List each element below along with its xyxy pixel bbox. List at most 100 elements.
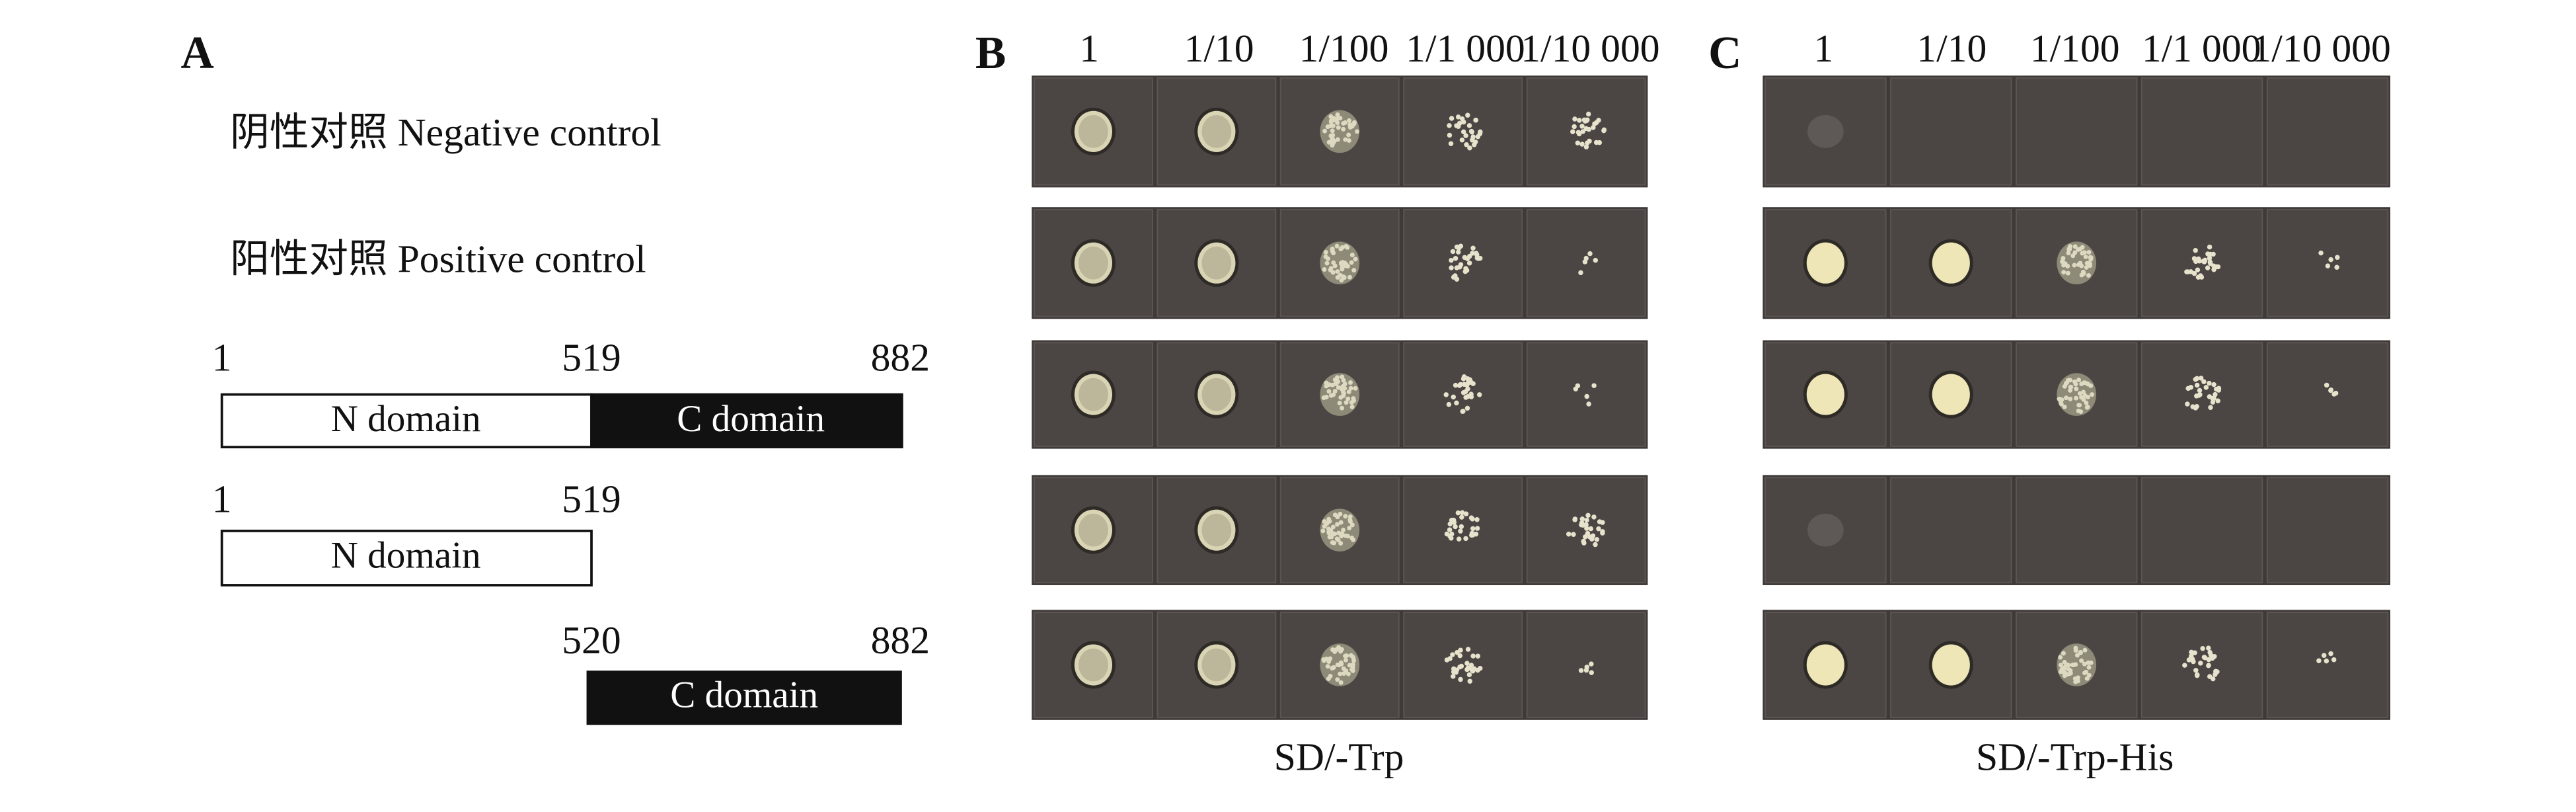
colony <box>1337 401 1342 405</box>
colony <box>1448 141 1454 147</box>
colony <box>1580 522 1586 528</box>
colony <box>1586 401 1591 407</box>
colony <box>2188 656 2193 662</box>
colony <box>1449 116 1455 121</box>
colony <box>2084 264 2089 270</box>
colony <box>2086 250 2092 255</box>
colony <box>1322 519 1327 524</box>
colony <box>1467 145 1472 151</box>
colony <box>1345 396 1351 401</box>
colony <box>1327 534 1332 540</box>
colony <box>1347 663 1352 668</box>
colony <box>2088 263 2093 268</box>
colony <box>2207 380 2212 386</box>
colony <box>2086 660 2091 665</box>
colony <box>2184 269 2189 274</box>
colony <box>1328 656 1333 661</box>
colony <box>1447 656 1453 661</box>
colony <box>1475 653 1481 659</box>
panel-label: C <box>1708 28 1741 79</box>
colony <box>1575 140 1581 145</box>
colony <box>1470 653 1476 659</box>
colony <box>1332 389 1338 394</box>
residue-number: 1 <box>212 336 232 380</box>
colony <box>2216 386 2222 391</box>
colony <box>2207 244 2213 250</box>
colony <box>1463 536 1468 542</box>
colony <box>2068 244 2072 249</box>
yeast-spot <box>1806 374 1844 415</box>
colony <box>2194 382 2200 388</box>
plate-cell <box>1279 208 1400 317</box>
colony <box>2210 399 2216 405</box>
colony <box>2064 395 2069 401</box>
yeast-spot <box>1079 648 1108 682</box>
colony <box>2202 257 2208 263</box>
colony <box>1324 380 1329 386</box>
colony <box>1335 275 1340 280</box>
colony <box>1451 520 1457 525</box>
colony <box>1347 514 1353 519</box>
colony <box>1346 389 1351 395</box>
colony <box>2189 649 2194 655</box>
colony <box>2084 669 2089 674</box>
colony <box>1454 400 1459 406</box>
colony <box>1583 126 1589 132</box>
colony <box>2206 663 2211 668</box>
colony <box>2333 390 2339 396</box>
colony <box>2203 385 2209 390</box>
colony <box>1336 530 1342 536</box>
colony <box>1470 138 1475 143</box>
colony <box>1336 125 1341 130</box>
colony <box>1335 269 1340 274</box>
colony <box>1320 528 1326 534</box>
colony <box>1341 274 1346 279</box>
colony <box>1571 532 1576 537</box>
colony <box>1465 376 1470 382</box>
colony <box>2084 400 2089 405</box>
colony <box>2215 398 2220 403</box>
plate-cell <box>1890 477 2012 584</box>
colony <box>1325 664 1330 669</box>
colony <box>2328 257 2333 263</box>
colony <box>2078 261 2083 266</box>
yeast-spot <box>1201 115 1232 148</box>
plate-cell <box>2266 342 2389 447</box>
colony <box>1469 530 1475 536</box>
domain-label: C domain <box>677 398 825 440</box>
colony <box>1335 514 1340 520</box>
colony <box>1329 134 1334 140</box>
colony <box>1328 114 1334 119</box>
colony <box>1322 267 1327 272</box>
colony <box>1450 652 1455 657</box>
colony <box>1460 390 1466 395</box>
colony <box>1338 649 1344 654</box>
colony <box>1454 265 1460 270</box>
colony <box>2213 391 2218 397</box>
colony <box>2057 396 2062 401</box>
colony <box>1331 665 1336 670</box>
colony <box>1593 120 1599 126</box>
yeast-spot <box>1201 648 1232 682</box>
colony <box>2068 384 2073 389</box>
colony <box>2194 393 2199 399</box>
colony <box>2088 255 2094 261</box>
colony <box>1477 392 1482 397</box>
colony <box>2062 404 2067 409</box>
colony <box>1335 677 1340 682</box>
colony <box>1459 514 1464 520</box>
colony <box>1323 254 1328 259</box>
colony <box>1453 524 1458 530</box>
colony <box>2211 263 2216 268</box>
colony <box>1572 517 1577 522</box>
colony <box>1446 401 1452 407</box>
colony <box>2059 401 2064 407</box>
yeast-spot <box>1806 242 1844 284</box>
colony <box>1474 517 1480 522</box>
colony <box>2201 379 2207 384</box>
colony <box>1347 125 1353 130</box>
plate-cell <box>2266 77 2389 186</box>
colony <box>1345 534 1350 539</box>
faint-spot <box>1807 513 1844 547</box>
colony <box>1343 120 1347 125</box>
